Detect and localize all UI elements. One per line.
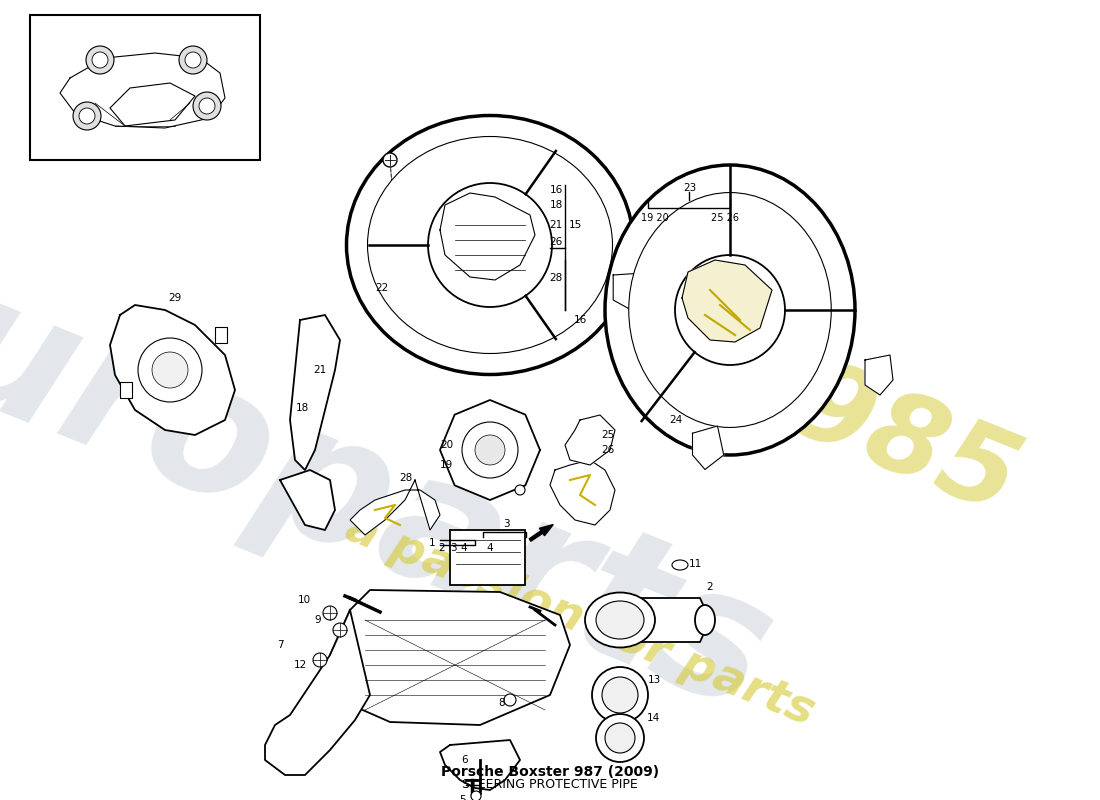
Circle shape (515, 485, 525, 495)
Circle shape (383, 153, 397, 167)
Circle shape (323, 606, 337, 620)
Text: 29: 29 (168, 293, 182, 303)
Text: 18: 18 (296, 403, 309, 413)
Text: 9: 9 (315, 615, 321, 625)
Text: STEERING PROTECTIVE PIPE: STEERING PROTECTIVE PIPE (462, 778, 638, 791)
Circle shape (675, 255, 785, 365)
Circle shape (79, 108, 95, 124)
Polygon shape (350, 480, 440, 535)
Text: 16: 16 (550, 185, 563, 195)
Bar (120, 382, 132, 398)
Text: 3: 3 (503, 519, 509, 529)
Ellipse shape (367, 137, 613, 354)
Polygon shape (613, 273, 646, 310)
Ellipse shape (605, 165, 855, 455)
Text: 5: 5 (460, 795, 466, 800)
Circle shape (199, 98, 214, 114)
Circle shape (605, 723, 635, 753)
Polygon shape (440, 193, 535, 280)
Text: 22: 22 (375, 283, 388, 293)
Text: a passion for parts: a passion for parts (339, 505, 821, 735)
Text: 14: 14 (647, 713, 660, 723)
Polygon shape (440, 740, 520, 790)
Polygon shape (440, 400, 540, 500)
Circle shape (592, 667, 648, 723)
Text: 4: 4 (461, 543, 468, 553)
Text: 11: 11 (689, 559, 702, 569)
Polygon shape (693, 426, 724, 470)
Text: 28: 28 (399, 473, 412, 483)
Text: europarts: europarts (0, 211, 795, 749)
Ellipse shape (695, 605, 715, 635)
Ellipse shape (629, 193, 832, 427)
Circle shape (86, 46, 114, 74)
Circle shape (314, 653, 327, 667)
Text: 19 20: 19 20 (641, 213, 669, 223)
Circle shape (179, 46, 207, 74)
Text: 21: 21 (314, 365, 327, 375)
Text: 19: 19 (439, 460, 452, 470)
Text: 25: 25 (602, 430, 615, 440)
Text: 20: 20 (440, 440, 453, 450)
Polygon shape (865, 355, 893, 395)
Circle shape (596, 714, 644, 762)
Circle shape (92, 52, 108, 68)
Text: 1: 1 (428, 538, 435, 548)
Text: 10: 10 (297, 595, 310, 605)
Text: 15: 15 (569, 220, 582, 230)
Polygon shape (682, 260, 772, 342)
Circle shape (192, 92, 221, 120)
Circle shape (333, 623, 346, 637)
Polygon shape (330, 590, 570, 725)
Polygon shape (565, 415, 615, 465)
Text: 26: 26 (602, 445, 615, 455)
Text: 6: 6 (462, 755, 469, 765)
Circle shape (462, 422, 518, 478)
Circle shape (475, 435, 505, 465)
Polygon shape (110, 83, 195, 126)
Text: 3: 3 (450, 543, 456, 553)
Text: 23: 23 (683, 183, 696, 193)
Text: Porsche Boxster 987 (2009): Porsche Boxster 987 (2009) (441, 765, 659, 779)
Polygon shape (280, 470, 336, 530)
Circle shape (471, 791, 481, 800)
Polygon shape (620, 598, 710, 642)
Ellipse shape (596, 601, 644, 639)
Text: 7: 7 (277, 640, 284, 650)
Text: 18: 18 (550, 200, 563, 210)
Text: 26: 26 (550, 237, 563, 247)
Ellipse shape (672, 560, 688, 570)
Polygon shape (110, 305, 235, 435)
Bar (214, 327, 227, 343)
Text: 25 26: 25 26 (711, 213, 739, 223)
Text: 8: 8 (498, 698, 505, 708)
Circle shape (504, 694, 516, 706)
Circle shape (185, 52, 201, 68)
Circle shape (152, 352, 188, 388)
Circle shape (428, 183, 552, 307)
Text: 24: 24 (670, 415, 683, 425)
Text: 21: 21 (550, 220, 563, 230)
Circle shape (138, 338, 202, 402)
Polygon shape (265, 610, 370, 775)
Circle shape (602, 677, 638, 713)
Text: 28: 28 (550, 273, 563, 283)
Text: 2: 2 (439, 543, 446, 553)
Polygon shape (550, 460, 615, 525)
Text: 16: 16 (573, 315, 586, 325)
Text: 13: 13 (648, 675, 661, 685)
Text: 4: 4 (486, 543, 493, 553)
Polygon shape (290, 315, 340, 470)
Text: 2: 2 (706, 582, 713, 592)
Text: 12: 12 (294, 660, 307, 670)
Ellipse shape (585, 593, 654, 647)
FancyArrow shape (529, 525, 553, 542)
Bar (450, 530, 525, 585)
Circle shape (73, 102, 101, 130)
Bar (30, 15, 260, 160)
Polygon shape (60, 53, 226, 128)
Text: 1985: 1985 (706, 322, 1034, 538)
